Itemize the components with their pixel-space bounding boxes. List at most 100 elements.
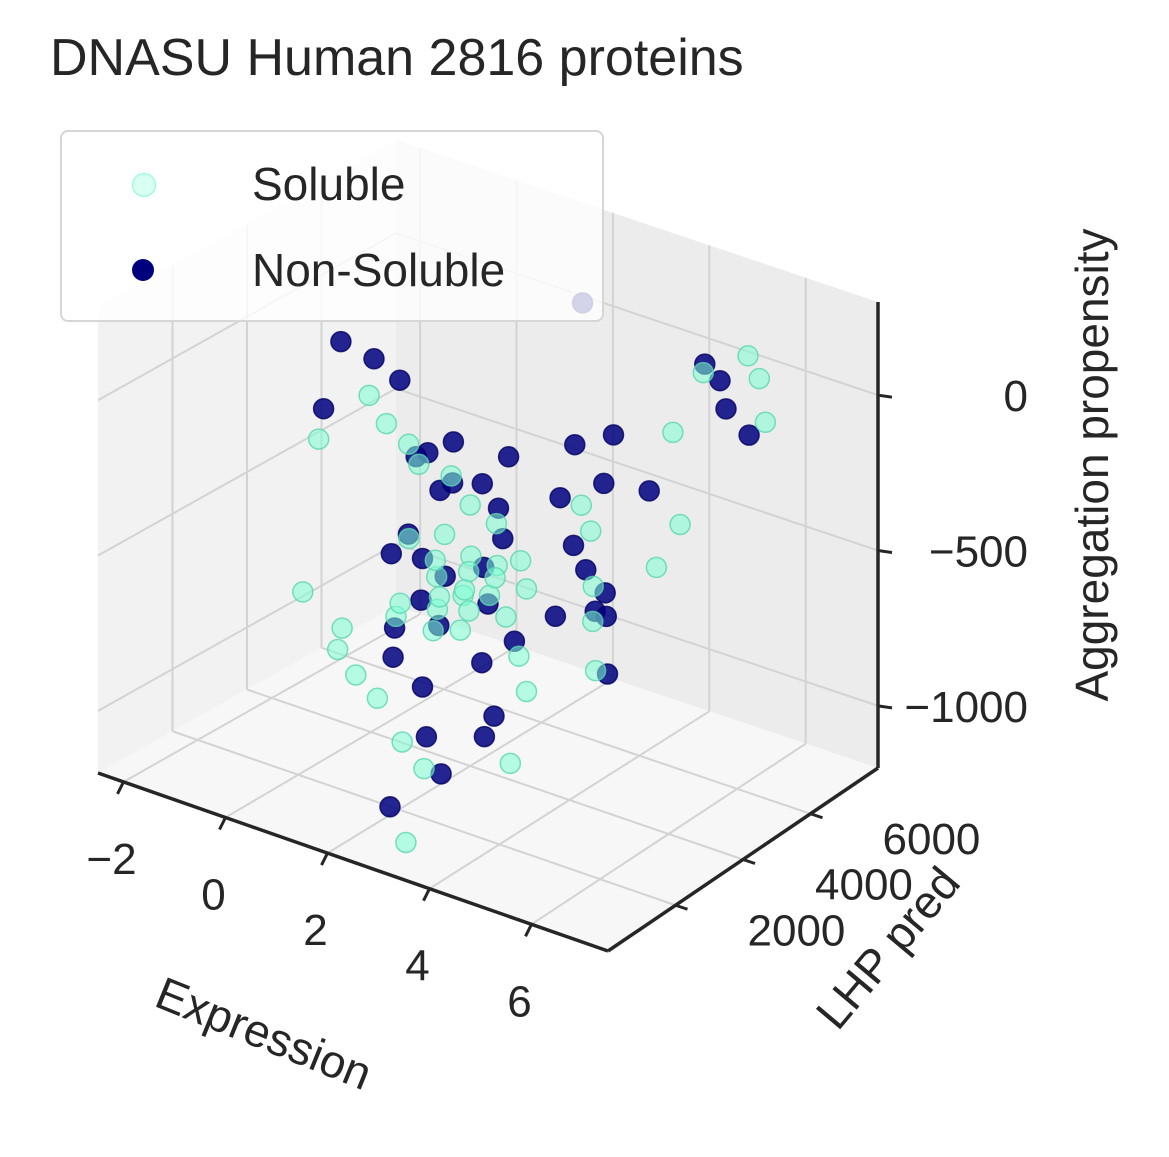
data-point-soluble	[453, 579, 476, 601]
data-point-non-soluble	[549, 486, 571, 509]
data-point-non-soluble	[738, 424, 760, 446]
data-point-non-soluble	[380, 542, 403, 565]
data-point-non-soluble	[312, 397, 335, 420]
x-tick-mark	[218, 816, 227, 831]
data-point-non-soluble	[363, 348, 385, 370]
data-point-non-soluble	[382, 646, 404, 668]
data-point-non-soluble	[330, 330, 352, 353]
y-grid-floor	[172, 730, 676, 907]
x-tick-label: 0	[201, 871, 225, 920]
data-point-non-soluble	[379, 796, 401, 818]
z-grid-left	[97, 387, 397, 557]
data-point-soluble	[440, 465, 462, 487]
data-point-non-soluble	[564, 433, 586, 456]
data-point-non-soluble	[544, 605, 567, 628]
data-point-soluble	[326, 638, 349, 661]
data-point-soluble	[495, 606, 517, 628]
x-tick-label: 4	[405, 942, 429, 991]
z-grid-left	[97, 542, 397, 712]
data-point-soluble	[748, 367, 771, 390]
data-point-soluble	[737, 345, 759, 367]
data-point-soluble	[509, 550, 532, 572]
legend-label-soluble: Soluble	[252, 158, 406, 210]
data-point-soluble	[515, 680, 538, 703]
data-point-soluble	[307, 428, 330, 450]
data-point-soluble	[582, 575, 604, 598]
x-axis-line	[97, 771, 609, 953]
y-tick-label: 2000	[748, 906, 846, 955]
data-point-soluble	[398, 527, 420, 550]
data-point-soluble	[395, 831, 417, 854]
x-tick-mark	[320, 852, 329, 866]
data-point-soluble	[413, 757, 435, 780]
data-point-soluble	[508, 645, 530, 667]
data-point-soluble	[433, 523, 456, 546]
legend-marker-non-soluble	[132, 259, 154, 281]
data-point-soluble	[331, 617, 353, 639]
data-point-soluble	[515, 578, 538, 600]
data-point-non-soluble	[473, 725, 496, 748]
x-tick-label: −2	[86, 835, 136, 884]
data-point-soluble	[391, 731, 413, 753]
data-point-soluble	[662, 421, 684, 444]
data-point-soluble	[292, 581, 314, 603]
data-point-soluble	[459, 494, 481, 516]
data-point-soluble	[582, 610, 604, 633]
data-point-soluble	[457, 560, 480, 583]
data-point-soluble	[484, 567, 506, 589]
data-point-soluble	[485, 512, 508, 535]
data-point-non-soluble	[602, 424, 625, 446]
data-point-soluble	[692, 361, 715, 384]
data-point-non-soluble	[471, 651, 493, 674]
x-tick-mark	[422, 888, 431, 902]
data-point-non-soluble	[471, 472, 494, 495]
y-tick-mark	[810, 812, 823, 820]
legend-marker-soluble	[132, 173, 156, 197]
data-point-non-soluble	[593, 472, 615, 495]
z-tick-mark	[877, 704, 893, 710]
data-point-non-soluble	[442, 431, 465, 453]
chart-title: DNASU Human 2816 proteins	[50, 29, 744, 87]
y-tick-mark	[675, 903, 688, 911]
data-points	[292, 292, 777, 854]
data-point-soluble	[345, 664, 367, 686]
legend-label-non-soluble: Non-Soluble	[252, 244, 506, 296]
data-point-non-soluble	[483, 705, 505, 727]
y-tick-label: 6000	[883, 815, 981, 864]
axis-lines	[97, 302, 893, 953]
data-point-soluble	[389, 592, 411, 614]
data-point-non-soluble	[411, 676, 434, 698]
data-point-soluble	[375, 412, 398, 435]
data-point-soluble	[645, 556, 668, 579]
z-grid-back	[395, 387, 879, 552]
x-axis-label: Expression	[149, 966, 379, 1099]
data-point-soluble	[422, 619, 444, 642]
y-grid-floor	[246, 688, 744, 861]
data-point-soluble	[669, 513, 691, 536]
data-point-non-soluble	[562, 534, 585, 557]
x-tick-label: 6	[507, 977, 531, 1026]
y-tick-label: 4000	[815, 861, 913, 910]
data-point-soluble	[424, 549, 447, 572]
z-tick-label: 0	[1004, 372, 1028, 421]
x-tick-mark	[116, 781, 125, 795]
z-tick-mark	[877, 549, 893, 555]
data-point-soluble	[366, 687, 389, 710]
data-point-soluble	[397, 433, 420, 455]
legend: Soluble Non-Soluble	[60, 130, 604, 322]
z-axis-label: Aggregation propensity	[1066, 228, 1118, 701]
y-grid-floor	[321, 646, 811, 815]
z-tick-label: −500	[929, 528, 1028, 577]
data-point-soluble	[358, 384, 380, 407]
data-point-non-soluble	[415, 726, 438, 748]
data-point-non-soluble	[497, 446, 520, 468]
data-point-soluble	[754, 411, 777, 434]
x-tick-label: 2	[303, 906, 327, 955]
data-point-soluble	[584, 659, 607, 682]
data-point-non-soluble	[638, 480, 660, 502]
data-point-soluble	[570, 494, 593, 516]
data-point-soluble	[499, 752, 522, 775]
data-point-soluble	[428, 586, 451, 608]
floor-pane	[98, 606, 878, 951]
data-point-non-soluble	[715, 398, 737, 420]
